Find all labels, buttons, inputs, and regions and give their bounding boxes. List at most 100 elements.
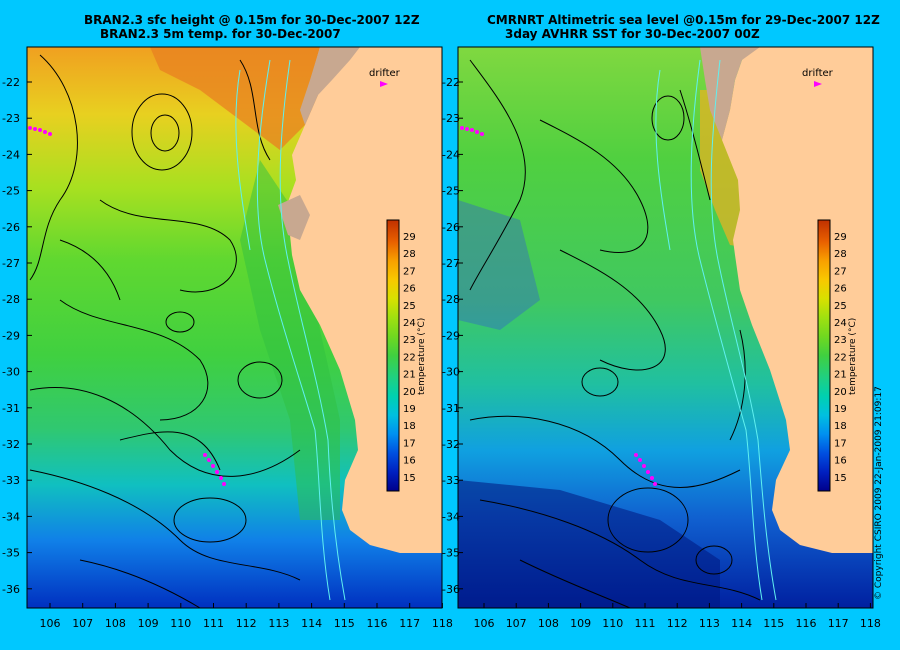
colorbar-tick-label: 22	[834, 352, 847, 363]
latitude-label: -29	[442, 329, 460, 342]
right-colorbar-ticks: 29 28 27 26 25 24 23 22 21 20 19 18 17 16 15	[834, 232, 847, 484]
right-land-mass	[722, 47, 873, 553]
colorbar-tick-label: 24	[834, 318, 847, 329]
latitude-label: -27	[2, 257, 20, 270]
colorbar-tick-label: 21	[403, 370, 416, 381]
colorbar-tick-label: 15	[403, 473, 416, 484]
colorbar-tick-label: 26	[403, 284, 416, 295]
longitude-label: 106	[474, 617, 495, 630]
left-colorbar-ticks: 29 28 27 26 25 24 23 22 21 20 19 18 17 16 15	[403, 232, 416, 484]
right-title-line2: 3day AVHRR SST for 30-Dec-2007 00Z	[505, 27, 760, 41]
latitude-label: -25	[2, 185, 20, 198]
colorbar-tick-label: 20	[834, 387, 847, 398]
left-contours	[29, 54, 301, 609]
longitude-label: 118	[860, 617, 881, 630]
colorbar-tick-label: 19	[834, 404, 847, 415]
left-map-panel: drifter 29 28 27 26 25 24 23 22 21 20 19 18 17 16 15	[26, 46, 443, 609]
latitude-label: -22	[2, 76, 20, 89]
latitude-label: -25	[442, 185, 460, 198]
latitude-label: -24	[2, 148, 20, 161]
longitude-label: 111	[635, 617, 656, 630]
left-drifter-label: drifter	[369, 68, 401, 79]
colorbar-tick-label: 15	[834, 473, 847, 484]
latitude-label: -34	[2, 510, 20, 523]
longitude-label: 107	[72, 617, 93, 630]
colorbar-tick-label: 27	[403, 266, 416, 277]
colorbar-tick-label: 18	[403, 421, 416, 432]
longitude-label: 108	[538, 617, 559, 630]
longitude-label: 109	[138, 617, 159, 630]
latitude-label: -23	[442, 112, 460, 125]
latitude-label: -26	[442, 221, 460, 234]
right-map-panel: drifter 29 28 27 26 25 24 23 22 21 20 19 18 17 16 15	[457, 46, 874, 609]
left-shark-bay	[278, 195, 310, 240]
latitude-label: -28	[442, 293, 460, 306]
latitude-label: -22	[442, 76, 460, 89]
latitude-label: -33	[2, 474, 20, 487]
right-land-shelf	[700, 47, 760, 140]
copyright-text: © Copyright CSIRO 2009 22-Jan-2009 21:09…	[874, 386, 884, 600]
latitude-label: -32	[442, 438, 460, 451]
colorbar-tick-label: 23	[403, 335, 416, 346]
right-cool-north	[458, 200, 540, 330]
right-contours	[469, 59, 761, 609]
latitude-label: -24	[442, 148, 460, 161]
colorbar-tick-label: 28	[403, 249, 416, 260]
latitude-label: -31	[442, 402, 460, 415]
latitude-label: -23	[2, 112, 20, 125]
longitude-label: 115	[763, 617, 784, 630]
colorbar-tick-label: 21	[834, 370, 847, 381]
right-map-frame	[457, 46, 874, 609]
left-colorbar	[386, 219, 400, 492]
latitude-label: -26	[2, 221, 20, 234]
colorbar-tick-label: 27	[834, 266, 847, 277]
left-title-line1: BRAN2.3 sfc height @ 0.15m for 30-Dec-20…	[84, 13, 420, 27]
latitude-label: -30	[442, 366, 460, 379]
right-latitude-axis: -22 -23 -24 -25 -26 -27 -28 -29 -30 -31 -32 -33 -34 -…	[442, 76, 463, 596]
latitude-label: -35	[442, 547, 460, 560]
right-drifter-label: drifter	[802, 68, 834, 79]
latitude-label: -31	[2, 402, 20, 415]
colorbar-tick-label: 23	[834, 335, 847, 346]
latitude-label: -27	[442, 257, 460, 270]
longitude-label: 117	[828, 617, 849, 630]
colorbar-tick-label: 22	[403, 352, 416, 363]
left-map-frame	[26, 46, 443, 609]
colorbar-tick-label: 29	[403, 232, 416, 243]
latitude-label: -36	[442, 583, 460, 596]
longitude-label: 116	[367, 617, 388, 630]
longitude-label: 112	[236, 617, 257, 630]
left-land-mass	[285, 47, 442, 553]
longitude-label: 111	[203, 617, 224, 630]
longitude-label: 113	[699, 617, 720, 630]
longitude-label: 116	[796, 617, 817, 630]
longitude-label: 117	[399, 617, 420, 630]
colorbar-tick-label: 18	[834, 421, 847, 432]
latitude-label: -36	[2, 583, 20, 596]
right-deep-south	[458, 480, 720, 608]
colorbar-tick-label: 26	[834, 284, 847, 295]
right-title-line1: CMRNRT Altimetric sea level @0.15m for 2…	[487, 13, 880, 27]
right-bathymetry	[655, 59, 777, 601]
longitude-label: 118	[432, 617, 453, 630]
left-title-line2: BRAN2.3 5m temp. for 30-Dec-2007	[100, 27, 341, 41]
left-longitude-axis: 106 107 108 109 110 111 112 113 114 115 116 117 118	[40, 603, 453, 630]
left-latitude-axis: -22 -23 -24 -25 -26 -27 -28 -29 -30 -31 -32 -33 -34 -…	[2, 76, 32, 596]
colorbar-tick-label: 19	[403, 404, 416, 415]
left-warm-pool	[150, 47, 320, 150]
colorbar-tick-label: 28	[834, 249, 847, 260]
left-land-shelf	[300, 47, 360, 125]
latitude-label: -29	[2, 329, 20, 342]
longitude-label: 110	[602, 617, 623, 630]
left-bathymetry	[235, 59, 346, 601]
longitude-label: 110	[170, 617, 191, 630]
longitude-label: 109	[570, 617, 591, 630]
latitude-label: -28	[2, 293, 20, 306]
right-colorbar	[817, 219, 831, 492]
colorbar-tick-label: 29	[834, 232, 847, 243]
left-colorbar-label: temperature (°C)	[417, 317, 427, 395]
longitude-label: 106	[40, 617, 61, 630]
latitude-label: -35	[2, 547, 20, 560]
right-colorbar-label: temperature (°C)	[848, 317, 858, 395]
